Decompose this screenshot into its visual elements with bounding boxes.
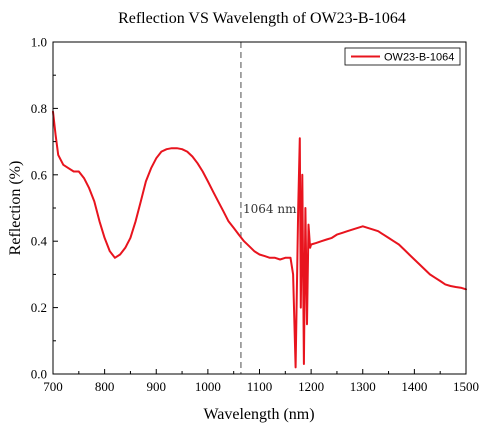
x-tick-label: 900	[147, 379, 167, 394]
series-line-0	[52, 110, 467, 369]
x-axis-label: Wavelength (nm)	[203, 406, 314, 423]
y-tick-label: 0.6	[31, 167, 48, 182]
x-tick-label: 1300	[350, 379, 376, 394]
chart-title: Reflection VS Wavelength of OW23-B-1064	[118, 10, 406, 27]
x-tick-label: 700	[43, 379, 63, 394]
y-tick-label: 0.8	[31, 101, 47, 116]
wavelength-annotation: 1064 nm	[243, 202, 297, 216]
x-tick-label: 800	[95, 379, 115, 394]
y-tick-label: 0.2	[31, 300, 47, 315]
y-tick-label: 1.0	[31, 35, 47, 50]
x-tick-label: 1100	[247, 379, 273, 394]
y-axis-label: Reflection (%)	[7, 161, 24, 256]
x-tick-label: 1200	[298, 379, 324, 394]
legend-series-label: OW23-B-1064	[384, 52, 454, 64]
x-tick-label: 1500	[453, 379, 479, 394]
x-tick-label: 1400	[401, 379, 427, 394]
legend: OW23-B-1064	[344, 47, 461, 66]
plot-area	[52, 42, 467, 374]
axes: 700 800 900 1000 1100 1200 1300 1400 1500 0.0 0.2 0…	[31, 35, 479, 395]
y-tick-label: 0.0	[31, 367, 47, 382]
legend-box	[344, 47, 461, 66]
y-tick-label: 0.4	[31, 234, 48, 249]
x-tick-label: 1000	[195, 379, 221, 394]
